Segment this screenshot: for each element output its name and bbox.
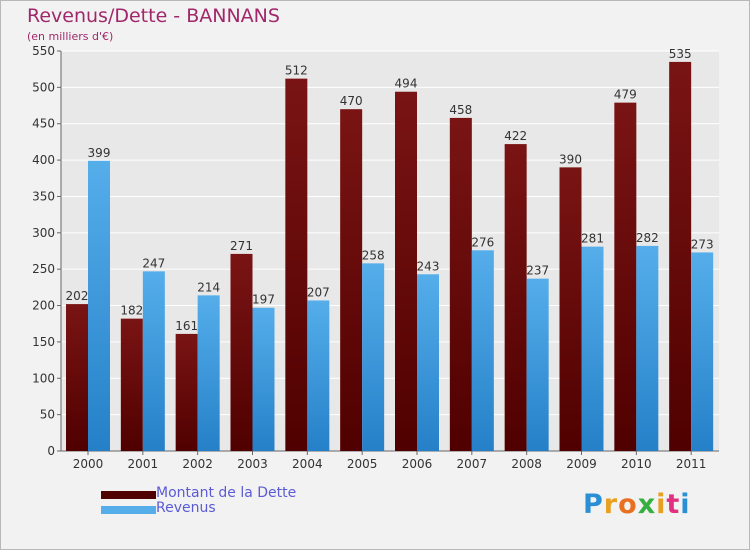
- y-tick-label: 150: [32, 335, 55, 349]
- data-label-debt: 535: [669, 47, 692, 61]
- legend-label-debt: Montant de la Dette: [156, 485, 297, 501]
- data-label-revenue: 258: [362, 248, 385, 262]
- bar-revenue: [636, 245, 659, 451]
- y-tick-label: 350: [32, 189, 55, 203]
- x-tick-label: 2010: [621, 457, 652, 471]
- x-tick-label: 2007: [457, 457, 488, 471]
- y-tick-label: 100: [32, 371, 55, 385]
- data-label-debt: 512: [285, 64, 308, 78]
- x-tick-label: 2003: [237, 457, 268, 471]
- bar-revenue: [471, 250, 494, 451]
- bar-debt: [559, 167, 582, 451]
- bar-debt: [395, 91, 417, 452]
- x-tick-label: 2000: [73, 457, 104, 471]
- chart-subtitle: (en milliers d'€): [27, 30, 114, 43]
- y-tick-label: 550: [32, 44, 55, 58]
- data-label-revenue: 399: [88, 146, 111, 160]
- y-tick-label: 250: [32, 262, 55, 276]
- data-label-debt: 494: [395, 77, 418, 91]
- bar-debt: [340, 109, 363, 451]
- data-label-revenue: 197: [252, 293, 275, 307]
- bar-revenue: [197, 295, 220, 451]
- data-label-revenue: 282: [636, 231, 659, 245]
- data-label-revenue: 207: [307, 285, 330, 299]
- data-label-revenue: 237: [526, 264, 549, 278]
- x-tick-label: 2009: [566, 457, 597, 471]
- y-tick-label: 500: [32, 80, 55, 94]
- data-label-debt: 202: [66, 289, 89, 303]
- y-tick-label: 450: [32, 117, 55, 131]
- data-label-revenue: 214: [197, 280, 220, 294]
- data-label-revenue: 243: [417, 259, 440, 273]
- bar-revenue: [691, 252, 714, 451]
- x-tick-label: 2005: [347, 457, 378, 471]
- y-axis: 0 50 100 150 200 250 300 350 400 450 500 550: [32, 44, 62, 458]
- data-label-debt: 458: [449, 103, 472, 117]
- bar-debt: [614, 102, 637, 452]
- legend-swatch-debt: [101, 491, 156, 499]
- data-label-revenue: 247: [142, 256, 165, 270]
- bars: [66, 61, 714, 452]
- legend-swatch-revenue: [101, 506, 156, 514]
- bar-debt: [120, 318, 143, 451]
- bar-revenue: [417, 274, 439, 451]
- logo-letter: o: [618, 489, 638, 520]
- data-label-debt: 271: [230, 239, 253, 253]
- logo-letter: x: [637, 489, 657, 520]
- plot-area: [61, 51, 719, 451]
- x-tick-label: 2004: [292, 457, 323, 471]
- data-label-debt: 182: [120, 304, 143, 318]
- x-tick-label: 2006: [402, 457, 433, 471]
- x-tick-label: 2002: [182, 457, 213, 471]
- grid-lines: [61, 50, 719, 452]
- bar-debt: [669, 61, 692, 452]
- bar-revenue: [307, 300, 330, 451]
- x-tick-label: 2001: [128, 457, 159, 471]
- data-label-revenue: 273: [691, 237, 714, 251]
- y-tick-label: 50: [40, 408, 55, 422]
- plot-background: [61, 51, 719, 451]
- y-tick-label: 300: [32, 226, 55, 240]
- data-label-revenue: 281: [581, 232, 604, 246]
- data-label-debt: 161: [175, 319, 198, 333]
- x-axis: 2000 2001 2002 2003 2004 2005 2006 2007 2008 2009…: [61, 450, 719, 471]
- legend-label-revenue: Revenus: [156, 500, 216, 516]
- bar-revenue: [362, 263, 385, 451]
- bar-debt: [66, 304, 88, 451]
- logo-letter: r: [603, 489, 619, 520]
- bar-debt: [175, 333, 198, 451]
- bar-debt: [449, 117, 472, 451]
- bar-revenue: [581, 246, 604, 451]
- logo-letter: i: [656, 489, 667, 520]
- bar-debt: [230, 253, 253, 451]
- bar-revenue: [88, 160, 110, 451]
- chart-title: Revenus/Dette - BANNANS: [27, 5, 280, 27]
- proxiti-logo: Proxiti: [583, 489, 691, 520]
- y-tick-label: 0: [47, 444, 55, 458]
- y-tick-label: 400: [32, 153, 55, 167]
- data-label-debt: 479: [614, 88, 637, 102]
- data-label-debt: 422: [504, 129, 527, 143]
- value-labels: 202 399 182 247 161 214 271 197 512 207 470 258 494 2…: [66, 47, 714, 333]
- x-tick-label: 2011: [676, 457, 707, 471]
- data-label-debt: 390: [559, 152, 582, 166]
- y-tick-label: 200: [32, 299, 55, 313]
- logo-letter: i: [680, 489, 691, 520]
- data-label-debt: 470: [340, 94, 363, 108]
- x-tick-label: 2008: [511, 457, 542, 471]
- data-label-revenue: 276: [471, 235, 494, 249]
- bar-revenue: [142, 271, 165, 451]
- bar-revenue: [252, 307, 275, 451]
- logo-letter: t: [666, 489, 681, 520]
- bar-debt: [504, 144, 527, 451]
- bar-revenue: [526, 278, 549, 451]
- logo-letter: P: [583, 489, 604, 520]
- bar-debt: [285, 78, 308, 452]
